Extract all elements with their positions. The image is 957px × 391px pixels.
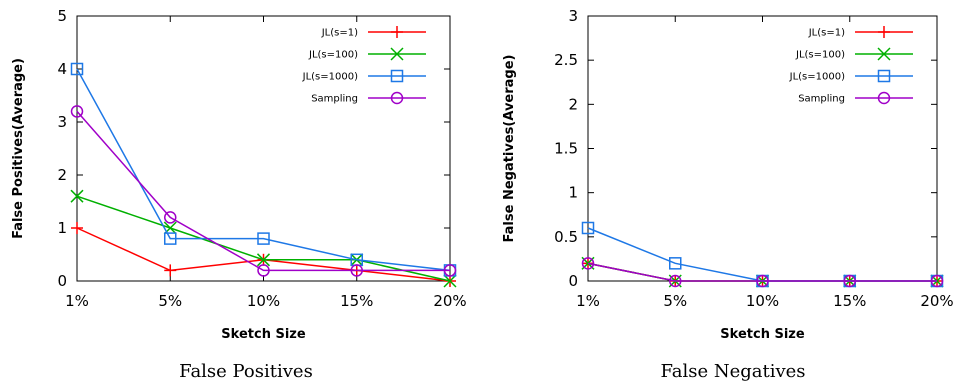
legend-label: JL(s=100) [308, 50, 358, 61]
series-line [76, 110, 450, 272]
marker-d2-stroke [70, 189, 84, 203]
data-point-circle [930, 274, 944, 288]
data-point-cross [70, 189, 84, 203]
series-line [587, 262, 937, 282]
data-point-square [257, 232, 270, 245]
data-point-cross [443, 274, 457, 288]
y-tick-label: 3 [568, 7, 578, 25]
data-point-circle [350, 264, 363, 277]
x-tick-label: 1% [65, 292, 89, 310]
legend-marker-circle [877, 91, 891, 105]
marker-d2-stroke [390, 47, 404, 61]
data-point-circle [669, 274, 682, 288]
x-axis-label: Sketch Size [720, 327, 805, 342]
data-point-circle [443, 264, 457, 277]
legend-marker-plus [878, 26, 890, 38]
x-tick-label: 5% [663, 292, 687, 310]
legend-marker-cross [390, 47, 404, 61]
caption-false-negatives: False Negatives [660, 361, 806, 382]
series-sampling [70, 105, 457, 277]
legend-label: JL(s=1) [321, 28, 358, 39]
x-axis-label: Sketch Size [221, 327, 306, 342]
series-line [76, 68, 451, 272]
y-tick-label: 2 [57, 166, 67, 184]
y-axis-label: False Negatives(Average) [502, 55, 517, 243]
data-point-square [164, 232, 177, 245]
data-point-circle [581, 257, 595, 270]
legend-marker-square [390, 69, 404, 83]
x-tick-label: 20% [433, 292, 466, 310]
legend-label: JL(s=1) [808, 28, 845, 39]
y-tick-label: 0 [568, 272, 578, 290]
legend-label: Sampling [798, 94, 845, 105]
legend-label: JL(s=1000) [302, 72, 358, 83]
x-tick-label: 15% [340, 292, 373, 310]
y-tick-label: 2.5 [554, 51, 578, 69]
false-negatives-chart: 0 0.5 1 1.5 2 2.5 3 1% 5% 10% 15% 20% Sketch Size Fal… [502, 7, 954, 342]
legend-marker-cross [877, 47, 891, 61]
data-point-circle [164, 211, 177, 224]
legend-label: JL(s=1000) [789, 72, 845, 83]
y-tick-label: 4 [57, 60, 67, 78]
x-tick-label: 10% [746, 292, 779, 310]
y-tick-label: 1 [57, 219, 67, 237]
marker-d2-stroke [443, 274, 457, 288]
legend-label: JL(s=100) [795, 50, 845, 61]
marker-d2-stroke [256, 253, 271, 267]
legend-marker-circle [390, 91, 404, 105]
data-point-cross [256, 253, 271, 267]
data-point-square [70, 62, 84, 76]
series-jl-s-1- [582, 257, 943, 287]
x-tick-label: 20% [920, 292, 953, 310]
false-positives-panel: 0 1 2 3 4 5 1% 5% 10% 15% 20% Sketch Size False Posi… [0, 0, 470, 350]
y-tick-label: 5 [57, 7, 67, 25]
y-tick-label: 0.5 [554, 228, 578, 246]
series-line [587, 227, 937, 282]
data-point-circle [756, 274, 769, 288]
y-tick-label: 1.5 [554, 140, 578, 158]
series-sampling [581, 257, 944, 288]
data-point-plus [164, 264, 177, 277]
data-point-circle [257, 264, 270, 277]
x-tick-label: 1% [576, 292, 600, 310]
false-negatives-panel: 0 0.5 1 1.5 2 2.5 3 1% 5% 10% 15% 20% Sketch Size Fal… [487, 0, 957, 350]
legend-label: Sampling [311, 94, 358, 105]
caption-false-positives: False Positives [179, 361, 313, 382]
false-positives-chart: 0 1 2 3 4 5 1% 5% 10% 15% 20% Sketch Size False Posi… [11, 7, 467, 342]
x-tick-label: 15% [833, 292, 866, 310]
x-tick-label: 10% [247, 292, 280, 310]
data-point-square [669, 257, 682, 270]
legend-marker-square [877, 69, 891, 83]
legend-marker-plus [391, 26, 403, 38]
y-axis-label: False Positives(Average) [11, 58, 26, 239]
x-tick-label: 5% [158, 292, 182, 310]
y-tick-label: 3 [57, 113, 67, 131]
data-point-plus [71, 222, 83, 234]
data-point-circle [70, 105, 84, 118]
plot-frame [587, 15, 938, 282]
y-tick-label: 1 [568, 184, 578, 202]
marker-d2-stroke [877, 47, 891, 61]
series-jl-s-100- [70, 189, 457, 288]
legend: JL(s=1) JL(s=100) JL(s=1000) Sampling [789, 26, 913, 105]
plot-frame [76, 15, 451, 282]
legend: JL(s=1) JL(s=100) JL(s=1000) Sampling [302, 26, 426, 105]
y-tick-label: 0 [57, 272, 67, 290]
data-point-square [581, 221, 595, 235]
y-tick-label: 2 [568, 95, 578, 113]
data-point-circle [843, 274, 856, 288]
